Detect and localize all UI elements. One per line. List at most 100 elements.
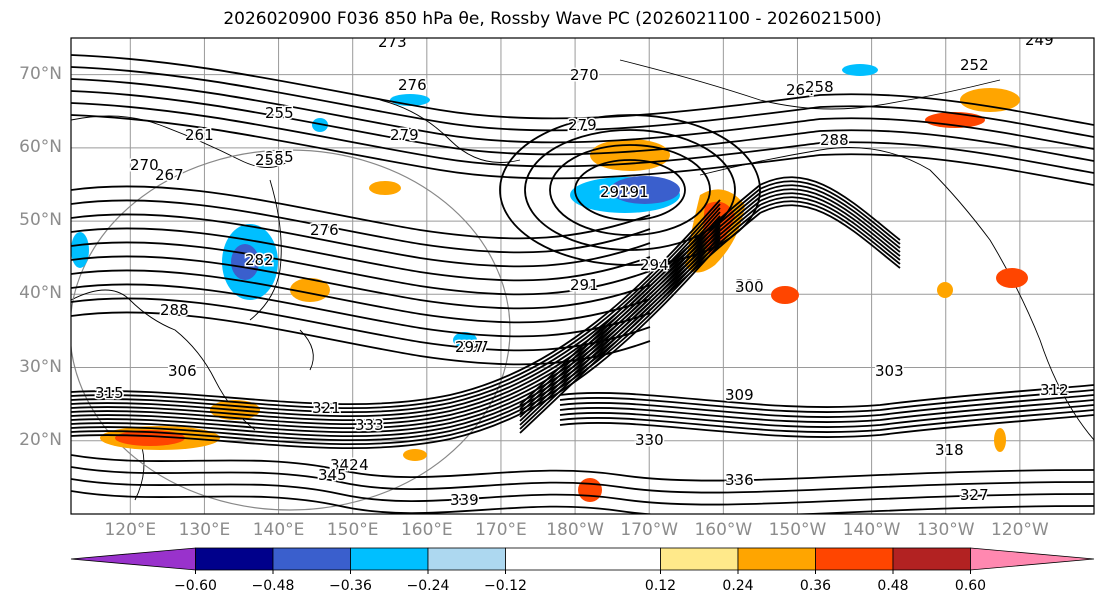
contour-labels: 2732762792702642582552522492612672552582…	[94, 31, 1071, 511]
contour-label: 291	[570, 276, 599, 294]
contour-line	[71, 490, 1094, 514]
contour-line	[559, 389, 1094, 413]
lat-tick-label: 50°N	[19, 210, 62, 231]
contour-label: 333	[355, 416, 384, 434]
contour-line	[71, 241, 651, 296]
contour-line	[524, 129, 736, 251]
colorbar-segment	[815, 547, 894, 571]
lon-tick-label: 130°W	[916, 520, 975, 540]
contour-line	[71, 199, 651, 254]
contour-label: 258	[255, 151, 284, 169]
colorbar-segment	[427, 547, 506, 571]
colorbar-segment	[660, 547, 739, 571]
colorbar-segment	[970, 547, 1095, 571]
lon-tick-label: 180°W	[546, 520, 604, 540]
contour-line	[71, 239, 721, 445]
contour-line	[519, 188, 901, 418]
contour-label: 330	[635, 431, 664, 449]
contour-label: 309	[725, 386, 754, 404]
contour-line	[71, 297, 651, 352]
contour-label: 300	[735, 276, 764, 294]
lon-tick-label: 120°W	[990, 520, 1049, 540]
colorbar-tick-label: −0.36	[329, 578, 372, 594]
contour-line	[71, 213, 651, 268]
contour-label: 276	[310, 221, 339, 239]
contour-line	[71, 114, 1094, 186]
colorbar-tick-label: 0.48	[877, 578, 908, 594]
contour-label: 270	[130, 156, 159, 174]
contour-line	[559, 384, 1094, 408]
anomaly-negative	[453, 332, 477, 348]
lat-tick-label: 20°N	[19, 429, 62, 450]
contour-label: 258	[805, 78, 834, 96]
contour-label: 303	[875, 362, 904, 380]
lon-tick-label: 130°E	[178, 520, 231, 540]
colorbar-tick-label: 0.60	[955, 578, 986, 594]
contour-label: 273	[378, 33, 407, 51]
contour-line	[71, 199, 721, 405]
anomaly-negative	[312, 118, 328, 132]
projection-circles	[71, 149, 511, 511]
contour-label: 336	[725, 471, 754, 489]
lon-tick-label: 170°E	[475, 520, 527, 540]
lat-tick-label: 60°N	[19, 136, 62, 157]
anomaly-positive	[369, 181, 401, 195]
contour-line	[71, 255, 651, 310]
contour-label: 255	[265, 104, 294, 122]
contour-line	[559, 414, 1094, 438]
contour-label: 327	[960, 486, 989, 504]
anomaly-positive-strong	[771, 286, 799, 304]
colorbar-segment	[350, 547, 429, 571]
lat-tick-label: 40°N	[19, 283, 62, 304]
anomaly-negative	[842, 64, 878, 76]
contour-line	[519, 200, 901, 430]
anomaly-positive	[403, 449, 427, 461]
anomaly-positive-strong	[996, 268, 1028, 288]
contour-label: 270	[570, 66, 599, 84]
contour-label: 339	[450, 491, 479, 509]
contour-line	[71, 269, 651, 324]
contour-label: 276	[398, 76, 427, 94]
contour-label: 267	[155, 166, 184, 184]
colorbar-tick-label: 0.24	[722, 578, 753, 594]
contour-label: 291	[600, 183, 629, 201]
colorbar-tick-label: −0.60	[174, 578, 217, 594]
theta-e-contours	[71, 54, 1094, 514]
contour-line	[71, 283, 651, 338]
colorbar-tick-label: −0.12	[484, 578, 527, 594]
lon-tick-label: 150°E	[326, 520, 379, 540]
colorbar-tick-label: −0.48	[252, 578, 295, 594]
lat-tick-label: 30°N	[19, 356, 62, 377]
contour-label: 249	[1025, 31, 1054, 49]
contour-line	[559, 394, 1094, 418]
contour-label: 345	[318, 466, 347, 484]
colorbar-segment	[737, 547, 816, 571]
contour-line	[71, 66, 1094, 138]
lat-tick-label: 70°N	[19, 63, 62, 84]
lon-tick-label: 160°W	[694, 520, 753, 540]
colorbar-tick-label: 0.12	[645, 578, 676, 594]
lon-tick-label: 120°E	[104, 520, 157, 540]
contour-line	[574, 159, 686, 221]
contour-label: 282	[245, 251, 274, 269]
contour-label: 342	[330, 456, 359, 474]
anomaly-positive	[994, 428, 1006, 452]
contour-label: 315	[95, 384, 124, 402]
contour-line	[549, 144, 711, 236]
contour-label: 252	[960, 56, 989, 74]
contour-label: 288	[820, 131, 849, 149]
contour-line	[499, 114, 761, 266]
map-frame	[70, 37, 1095, 515]
contour-label: 324	[340, 456, 369, 474]
anomaly-positive	[937, 282, 953, 298]
contour-label: 297	[455, 338, 484, 356]
colorbar-tick-label: 0.36	[800, 578, 831, 594]
contour-label: 279	[390, 126, 419, 144]
colorbar-segment	[272, 547, 351, 571]
contour-line	[519, 176, 901, 406]
contour-line	[71, 311, 651, 366]
contour-line	[519, 180, 901, 410]
colorbar-segment	[505, 547, 661, 571]
